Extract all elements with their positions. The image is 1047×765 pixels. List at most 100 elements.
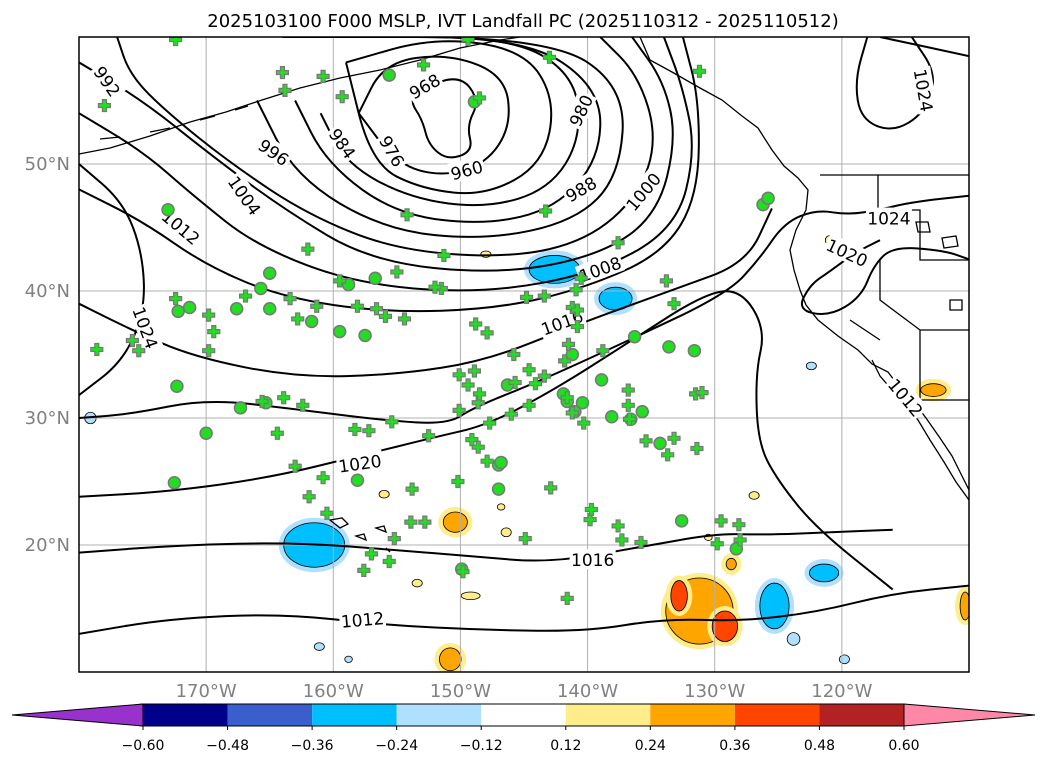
landfall-plus-marker bbox=[288, 459, 302, 473]
landfall-plus-marker bbox=[404, 515, 418, 529]
colorbar-tick-label: −0.60 bbox=[122, 738, 165, 754]
landfall-plus-marker bbox=[277, 391, 291, 405]
landfall-markers bbox=[90, 37, 775, 605]
landfall-plus-marker bbox=[278, 83, 292, 97]
landfall-circle-marker bbox=[254, 281, 268, 296]
landfall-plus-marker bbox=[692, 64, 707, 78]
isobar-1016 bbox=[79, 528, 893, 562]
ivt-region bbox=[838, 654, 850, 665]
landfall-plus-marker bbox=[537, 369, 551, 383]
landfall-plus-marker bbox=[357, 563, 371, 577]
landfall-circle-marker bbox=[653, 436, 667, 451]
isobar-label-group: 1024 bbox=[865, 207, 912, 230]
landfall-plus-marker bbox=[283, 292, 297, 306]
colorbar-swatch bbox=[734, 704, 820, 726]
lat-tick-label: 20°N bbox=[25, 535, 70, 556]
landfall-plus-marker bbox=[291, 312, 305, 326]
colorbar: −0.60 −0.48 −0.36 −0.24 −0.12 0.12 0.24 0.36 0.4… bbox=[11, 703, 1036, 754]
landfall-plus-marker bbox=[301, 242, 315, 256]
ivt-region bbox=[439, 647, 462, 672]
landfall-plus-marker bbox=[400, 208, 414, 222]
colorbar-swatch bbox=[143, 704, 228, 726]
landfall-plus-marker bbox=[302, 490, 316, 504]
isobar-label-group: 1016 bbox=[569, 549, 616, 571]
landfall-plus-marker bbox=[385, 415, 399, 429]
landfall-plus-marker bbox=[667, 297, 681, 311]
ivt-region bbox=[725, 557, 737, 571]
landfall-plus-marker bbox=[508, 375, 522, 390]
landfall-circle-marker bbox=[332, 324, 347, 339]
landfall-plus-marker bbox=[522, 363, 536, 377]
landfall-plus-marker bbox=[471, 440, 485, 454]
landfall-plus-marker bbox=[316, 471, 330, 485]
landfall-plus-marker bbox=[125, 333, 139, 348]
landfall-plus-marker bbox=[255, 394, 269, 409]
landfall-plus-marker bbox=[732, 518, 746, 532]
landfall-plus-marker bbox=[452, 403, 466, 417]
landfall-plus-marker bbox=[561, 337, 576, 351]
landfall-plus-marker bbox=[378, 309, 393, 323]
isobar-label-bg bbox=[223, 170, 267, 220]
ivt-region bbox=[920, 383, 947, 397]
ivt-region bbox=[460, 591, 481, 601]
colorbar-swatch bbox=[312, 704, 397, 726]
landfall-plus-marker bbox=[570, 303, 584, 317]
isobar-label-bg bbox=[446, 155, 487, 184]
landfall-plus-marker bbox=[270, 426, 284, 440]
isobar-996 bbox=[79, 37, 674, 272]
landfall-plus-marker bbox=[422, 429, 436, 443]
landfall-plus-marker bbox=[169, 292, 183, 306]
isobar-label-bg bbox=[335, 449, 385, 476]
alaska-coastline bbox=[79, 37, 521, 155]
isobar-label-bg bbox=[883, 372, 929, 422]
lon-tick-label: 140°W bbox=[557, 681, 618, 702]
isobar-label: 1024 bbox=[867, 210, 910, 230]
landfall-plus-marker bbox=[569, 283, 583, 297]
landfall-plus-marker bbox=[90, 342, 104, 357]
landfall-plus-marker bbox=[621, 398, 635, 412]
isobar-label-bg bbox=[403, 68, 445, 104]
landfall-plus-marker bbox=[542, 50, 557, 64]
hawaiian-islands bbox=[328, 517, 391, 553]
landfall-plus-marker bbox=[544, 481, 558, 495]
ivt-region bbox=[411, 578, 423, 588]
landfall-plus-marker bbox=[584, 502, 598, 517]
isobar-1004 bbox=[79, 37, 700, 313]
landfall-circle-marker bbox=[368, 271, 382, 286]
isobar-label: 1012 bbox=[340, 609, 385, 633]
ivt-region-core bbox=[676, 590, 683, 602]
landfall-plus-marker bbox=[472, 91, 487, 105]
isobar-976 bbox=[345, 40, 553, 195]
landfall-plus-marker bbox=[397, 312, 412, 326]
ivt-region bbox=[759, 582, 790, 630]
lat-tick-label: 30°N bbox=[25, 408, 70, 429]
landfall-circle-marker bbox=[358, 328, 372, 343]
isobar-992 bbox=[116, 37, 654, 257]
landfall-plus-marker bbox=[560, 591, 574, 605]
landfall-circle-marker bbox=[262, 266, 277, 280]
landfall-plus-marker bbox=[387, 532, 401, 546]
isobar-label-bg bbox=[338, 606, 387, 631]
landfall-plus-marker bbox=[316, 69, 330, 83]
map-axes: 170°W 160°W 150°W 140°W 130°W 120°W 20°N 30°N 40… bbox=[25, 154, 873, 702]
colorbar-swatch bbox=[396, 704, 482, 726]
landfall-plus-marker bbox=[480, 326, 494, 340]
landfall-circle-marker bbox=[229, 302, 244, 316]
landfall-plus-marker bbox=[611, 519, 625, 533]
landfall-plus-marker bbox=[528, 377, 543, 391]
landfall-circle-marker bbox=[182, 300, 197, 315]
landfall-circle-marker bbox=[171, 304, 185, 319]
colorbar-swatch bbox=[227, 704, 313, 726]
isobar-label-bg bbox=[89, 60, 127, 102]
landfall-circle-marker bbox=[170, 379, 184, 393]
colorbar-tick-label: −0.48 bbox=[206, 738, 249, 754]
landfall-circle-marker bbox=[594, 373, 609, 387]
landfall-plus-marker bbox=[456, 565, 470, 579]
ivt-region bbox=[496, 503, 506, 511]
landfall-plus-marker bbox=[364, 547, 379, 561]
landfall-plus-marker bbox=[714, 514, 728, 528]
landfall-plus-marker bbox=[405, 482, 419, 496]
landfall-plus-marker bbox=[335, 90, 349, 104]
colorbar-swatch bbox=[819, 704, 904, 726]
ivt-region bbox=[442, 511, 468, 533]
